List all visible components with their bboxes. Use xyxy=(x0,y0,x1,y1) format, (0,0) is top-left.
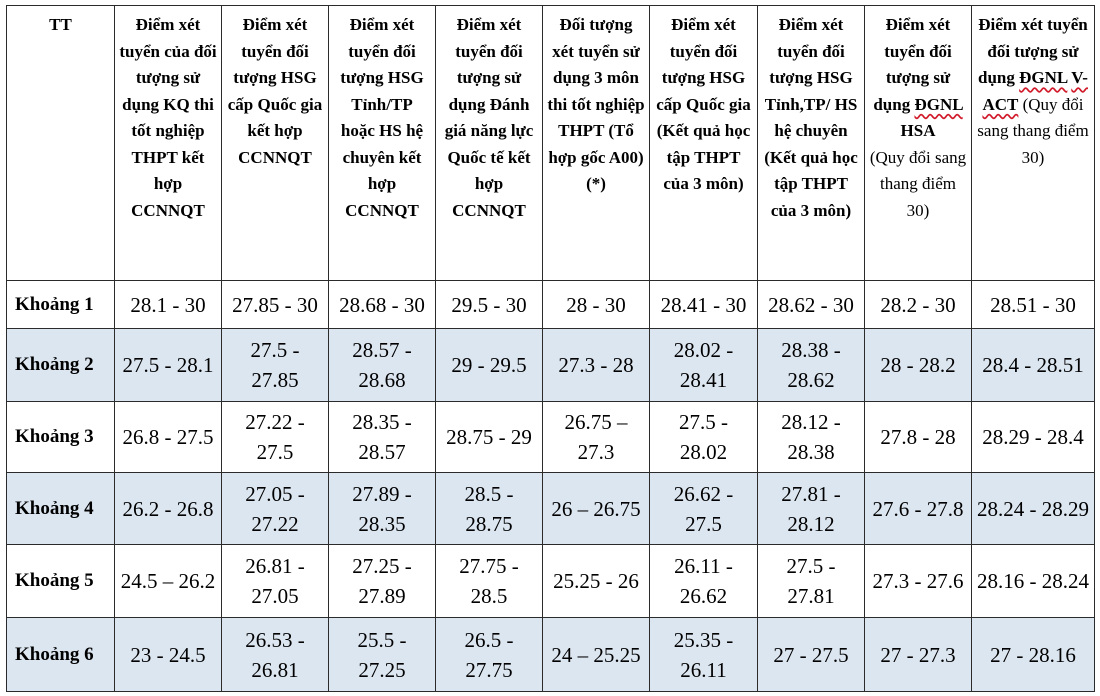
score-cell: 28.5 - 28.75 xyxy=(435,472,543,545)
header-col-9-note: (Quy đổi sang thang điểm 30) xyxy=(977,94,1089,167)
header-col-9-prefix: Điểm xét tuyển đối tượng sử dụng xyxy=(978,15,1088,87)
score-cell: 27 - 28.16 xyxy=(971,617,1095,692)
score-cell: 27.5 - 27.85 xyxy=(221,328,329,402)
score-cell: 26 – 26.75 xyxy=(542,472,650,545)
header-col-1: Điểm xét tuyển của đối tượng sử dụng KQ … xyxy=(114,5,222,281)
header-col-9: Điểm xét tuyển đối tượng sử dụng ĐGNL V-… xyxy=(971,5,1095,281)
row-label: Khoảng 4 xyxy=(6,472,115,545)
score-cell: 27.05 - 27.22 xyxy=(221,472,329,545)
header-col-8-suffix: HSA xyxy=(900,121,936,140)
header-col-9-vact: V-ACT xyxy=(982,68,1088,114)
header-col-9-dgnl: ĐGNL xyxy=(1019,68,1068,87)
table-row: Khoảng 1 28.1 - 30 27.85 - 30 28.68 - 30… xyxy=(6,280,1095,329)
score-cell: 28.38 - 28.62 xyxy=(757,328,865,402)
score-cell: 28.4 - 28.51 xyxy=(971,328,1095,402)
score-cell: 28.62 - 30 xyxy=(757,280,865,329)
header-col-8: Điểm xét tuyển đối tượng sử dụng ĐGNL HS… xyxy=(864,5,972,281)
header-tt: TT xyxy=(6,5,115,281)
table-row: Khoảng 3 26.8 - 27.5 27.22 - 27.5 28.35 … xyxy=(6,401,1095,473)
score-cell: 26.8 - 27.5 xyxy=(114,401,222,473)
header-col-3: Điểm xét tuyển đối tượng HSG Tỉnh/TP hoặ… xyxy=(328,5,436,281)
score-cell: 25.25 - 26 xyxy=(542,544,650,618)
score-cell: 26.2 - 26.8 xyxy=(114,472,222,545)
table-row: Khoảng 4 26.2 - 26.8 27.05 - 27.22 27.89… xyxy=(6,472,1095,545)
score-cell: 27.3 - 27.6 xyxy=(864,544,972,618)
score-cell: 24 – 25.25 xyxy=(542,617,650,692)
score-cell: 27.85 - 30 xyxy=(221,280,329,329)
header-col-4: Điểm xét tuyển đối tượng sử dụng Đánh gi… xyxy=(435,5,543,281)
header-col-8-dgnl: ĐGNL xyxy=(914,94,963,114)
score-cell: 26.62 - 27.5 xyxy=(649,472,758,545)
score-cell: 27.25 - 27.89 xyxy=(328,544,436,618)
header-col-2: Điểm xét tuyển đối tượng HSG cấp Quốc gi… xyxy=(221,5,329,281)
score-cell: 25.5 - 27.25 xyxy=(328,617,436,692)
score-cell: 27.22 - 27.5 xyxy=(221,401,329,473)
score-cell: 27.89 - 28.35 xyxy=(328,472,436,545)
table-row: Khoảng 5 24.5 – 26.2 26.81 - 27.05 27.25… xyxy=(6,544,1095,618)
row-label: Khoảng 3 xyxy=(6,401,115,473)
admission-score-table: TT Điểm xét tuyển của đối tượng sử dụng … xyxy=(6,5,1095,692)
score-cell: 27.75 - 28.5 xyxy=(435,544,543,618)
score-cell: 27.6 - 27.8 xyxy=(864,472,972,545)
score-cell: 29.5 - 30 xyxy=(435,280,543,329)
score-cell: 26.75 – 27.3 xyxy=(542,401,650,473)
score-cell: 27.3 - 28 xyxy=(542,328,650,402)
score-cell: 28.16 - 28.24 xyxy=(971,544,1095,618)
header-col-5: Đối tượng xét tuyển sử dụng 3 môn thi tố… xyxy=(542,5,650,281)
score-cell: 27.5 - 28.1 xyxy=(114,328,222,402)
header-col-6: Điểm xét tuyển đối tượng HSG cấp Quốc gi… xyxy=(649,5,758,281)
score-cell: 24.5 – 26.2 xyxy=(114,544,222,618)
score-cell: 26.5 - 27.75 xyxy=(435,617,543,692)
score-cell: 26.53 - 26.81 xyxy=(221,617,329,692)
header-col-8-note: (Quy đổi sang thang điểm 30) xyxy=(869,147,967,220)
header-col-7: Điểm xét tuyển đối tượng HSG Tỉnh,TP/ HS… xyxy=(757,5,865,281)
score-cell: 27.5 - 28.02 xyxy=(649,401,758,473)
score-cell: 27 - 27.5 xyxy=(757,617,865,692)
score-cell: 28.68 - 30 xyxy=(328,280,436,329)
score-cell: 28 - 30 xyxy=(542,280,650,329)
score-cell: 28.75 - 29 xyxy=(435,401,543,473)
score-cell: 28.29 - 28.4 xyxy=(971,401,1095,473)
score-cell: 28 - 28.2 xyxy=(864,328,972,402)
score-cell: 27 - 27.3 xyxy=(864,617,972,692)
header-col-8-prefix: Điểm xét tuyển đối tượng sử dụng xyxy=(873,15,952,114)
table-row: Khoảng 2 27.5 - 28.1 27.5 - 27.85 28.57 … xyxy=(6,328,1095,402)
score-cell: 28.2 - 30 xyxy=(864,280,972,329)
row-label: Khoảng 1 xyxy=(6,280,115,329)
score-cell: 28.1 - 30 xyxy=(114,280,222,329)
score-cell: 27.81 - 28.12 xyxy=(757,472,865,545)
score-cell: 28.12 - 28.38 xyxy=(757,401,865,473)
score-cell: 27.5 - 27.81 xyxy=(757,544,865,618)
header-row: TT Điểm xét tuyển của đối tượng sử dụng … xyxy=(6,5,1095,281)
score-cell: 28.02 - 28.41 xyxy=(649,328,758,402)
score-cell: 28.57 - 28.68 xyxy=(328,328,436,402)
score-cell: 28.41 - 30 xyxy=(649,280,758,329)
score-cell: 26.11 - 26.62 xyxy=(649,544,758,618)
score-cell: 23 - 24.5 xyxy=(114,617,222,692)
score-cell: 27.8 - 28 xyxy=(864,401,972,473)
score-cell: 29 - 29.5 xyxy=(435,328,543,402)
table-row: Khoảng 6 23 - 24.5 26.53 - 26.81 25.5 - … xyxy=(6,617,1095,692)
score-cell: 28.24 - 28.29 xyxy=(971,472,1095,545)
row-label: Khoảng 6 xyxy=(6,617,115,692)
score-cell: 28.35 - 28.57 xyxy=(328,401,436,473)
row-label: Khoảng 5 xyxy=(6,544,115,618)
row-label: Khoảng 2 xyxy=(6,328,115,402)
score-cell: 28.51 - 30 xyxy=(971,280,1095,329)
score-cell: 26.81 - 27.05 xyxy=(221,544,329,618)
score-cell: 25.35 - 26.11 xyxy=(649,617,758,692)
